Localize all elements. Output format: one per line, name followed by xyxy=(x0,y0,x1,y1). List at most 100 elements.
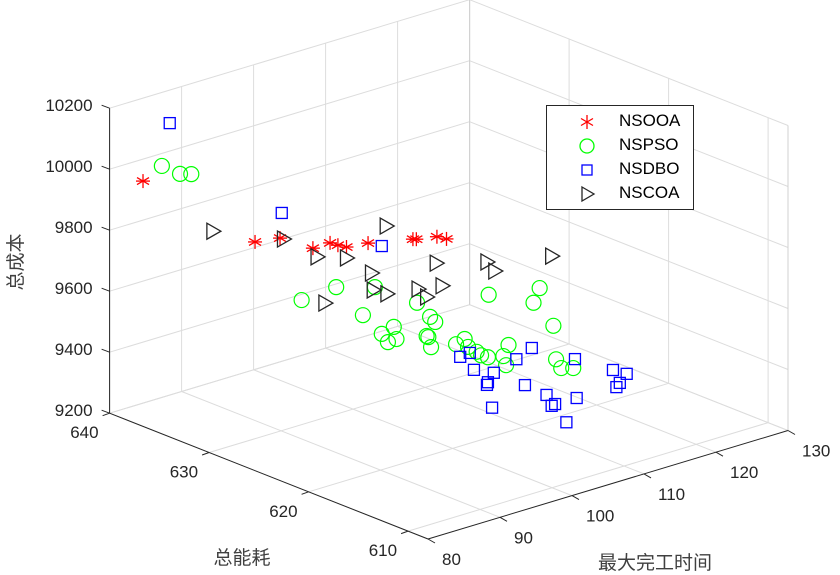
data-point-nsooa xyxy=(136,174,151,189)
floor-grid-line xyxy=(208,343,570,453)
x-tick-label: 100 xyxy=(586,507,614,526)
circle-marker-icon xyxy=(579,138,595,154)
z-tick-label: 9600 xyxy=(55,279,93,298)
data-point-nsooa xyxy=(248,234,263,249)
y-axis-label: 总能耗 xyxy=(213,547,270,569)
x-axis-line xyxy=(427,430,789,540)
data-point-nscoa xyxy=(411,279,428,299)
data-point-nspso xyxy=(183,166,200,183)
y-axis-tick xyxy=(102,412,110,417)
data-point-nscoa xyxy=(276,229,293,249)
z-axis-tick xyxy=(101,104,110,109)
floor-grid-line xyxy=(397,325,717,453)
legend-item-nscoa: NSCOA xyxy=(547,182,693,206)
legend-label: NSDBO xyxy=(619,159,680,178)
data-point-nscoa xyxy=(310,247,327,266)
legend-label: NSOOA xyxy=(619,111,681,130)
z-axis-tick xyxy=(101,287,110,292)
x-axis-tick xyxy=(715,451,724,457)
data-point-nspso xyxy=(456,330,473,348)
data-point-nsdbo xyxy=(454,350,467,363)
z-axis-label: 总成本 xyxy=(5,233,27,290)
floor-grid-line xyxy=(325,347,645,475)
triangle-marker-icon xyxy=(581,185,596,203)
data-point-nspso xyxy=(547,351,565,368)
y-tick-label: 630 xyxy=(170,463,198,482)
side-wall-grid-line xyxy=(469,243,789,370)
data-point-nsdbo xyxy=(518,378,532,392)
back-wall-grid-line xyxy=(109,0,470,109)
data-point-nsdbo xyxy=(463,346,476,360)
legend-item-nsdbo: NSDBO xyxy=(547,158,693,182)
x-axis-tick xyxy=(643,473,652,479)
y-axis-tick xyxy=(201,452,210,456)
z-tick-label: 10000 xyxy=(45,157,92,176)
legend-label: NSPSO xyxy=(619,135,679,154)
data-point-nsdbo xyxy=(163,116,176,130)
data-point-nsdbo xyxy=(570,391,583,405)
data-point-nscoa xyxy=(419,287,436,307)
data-point-nsdbo xyxy=(375,239,388,253)
side-wall-grid-line xyxy=(469,0,789,126)
data-point-nsooa xyxy=(439,231,454,246)
z-tick-label: 9800 xyxy=(55,218,93,237)
side-wall-grid-line xyxy=(469,182,789,309)
data-point-nsooa xyxy=(361,236,376,251)
back-wall-grid-line xyxy=(109,60,470,170)
x-axis-label: 最大完工时间 xyxy=(598,552,712,574)
z-axis-tick xyxy=(101,409,110,414)
data-point-nscoa xyxy=(545,246,561,266)
data-point-nscoa xyxy=(435,276,452,295)
data-point-nspso xyxy=(388,330,405,348)
data-point-nspso xyxy=(553,359,570,377)
legend-item-nspso: NSPSO xyxy=(547,134,693,158)
data-point-nsdbo xyxy=(568,352,582,366)
data-point-nspso xyxy=(420,329,437,346)
x-axis-tick xyxy=(571,495,580,501)
data-point-nspso xyxy=(500,336,517,354)
y-tick-label: 620 xyxy=(269,502,297,521)
y-axis-tick xyxy=(400,530,409,535)
floor-grid-line xyxy=(308,382,669,493)
x-tick-label: 90 xyxy=(514,528,533,547)
x-tick-label: 120 xyxy=(730,463,758,482)
data-point-nsdbo xyxy=(613,376,626,390)
data-point-nsdbo xyxy=(480,378,494,392)
data-point-nscoa xyxy=(488,261,505,281)
floor-grid-line xyxy=(253,369,573,497)
data-point-nsdbo xyxy=(481,376,495,389)
data-point-nspso xyxy=(171,165,189,182)
axes xyxy=(101,104,796,544)
back-wall-grid-line xyxy=(109,304,470,414)
data-point-nspso xyxy=(427,313,444,331)
data-point-nspso xyxy=(293,291,310,309)
data-point-nsdbo xyxy=(560,416,573,429)
y-tick-label: 610 xyxy=(369,541,397,560)
data-point-nscoa xyxy=(379,216,396,236)
y-axis-tick xyxy=(301,491,309,495)
x-tick-label: 110 xyxy=(658,485,685,504)
legend-item-nsooa: NSOOA xyxy=(547,110,693,134)
data-point-nspso xyxy=(545,317,562,334)
data-points xyxy=(136,116,633,429)
data-point-nspso xyxy=(379,334,397,351)
data-point-nspso xyxy=(328,279,345,296)
square-marker-icon xyxy=(581,164,593,176)
data-point-nsdbo xyxy=(485,401,499,414)
grid-lines xyxy=(109,0,789,540)
data-point-nscoa xyxy=(339,248,356,268)
data-point-nscoa xyxy=(480,252,497,272)
x-axis-tick xyxy=(787,430,796,435)
data-point-nsdbo xyxy=(545,399,558,412)
z-axis-tick xyxy=(101,226,110,231)
data-point-nscoa xyxy=(380,284,397,303)
series-nspso xyxy=(153,157,582,377)
side-wall-grid-line xyxy=(469,304,789,431)
data-point-nscoa xyxy=(318,293,335,313)
z-tick-label: 9400 xyxy=(55,340,93,359)
tick-labels: 80 90 100 110 120 130 610 620 630 640 9200 9400 9600… xyxy=(45,96,830,569)
data-point-nsdbo xyxy=(610,380,623,394)
series-nsdbo xyxy=(163,116,633,429)
x-axis-tick xyxy=(499,516,508,522)
